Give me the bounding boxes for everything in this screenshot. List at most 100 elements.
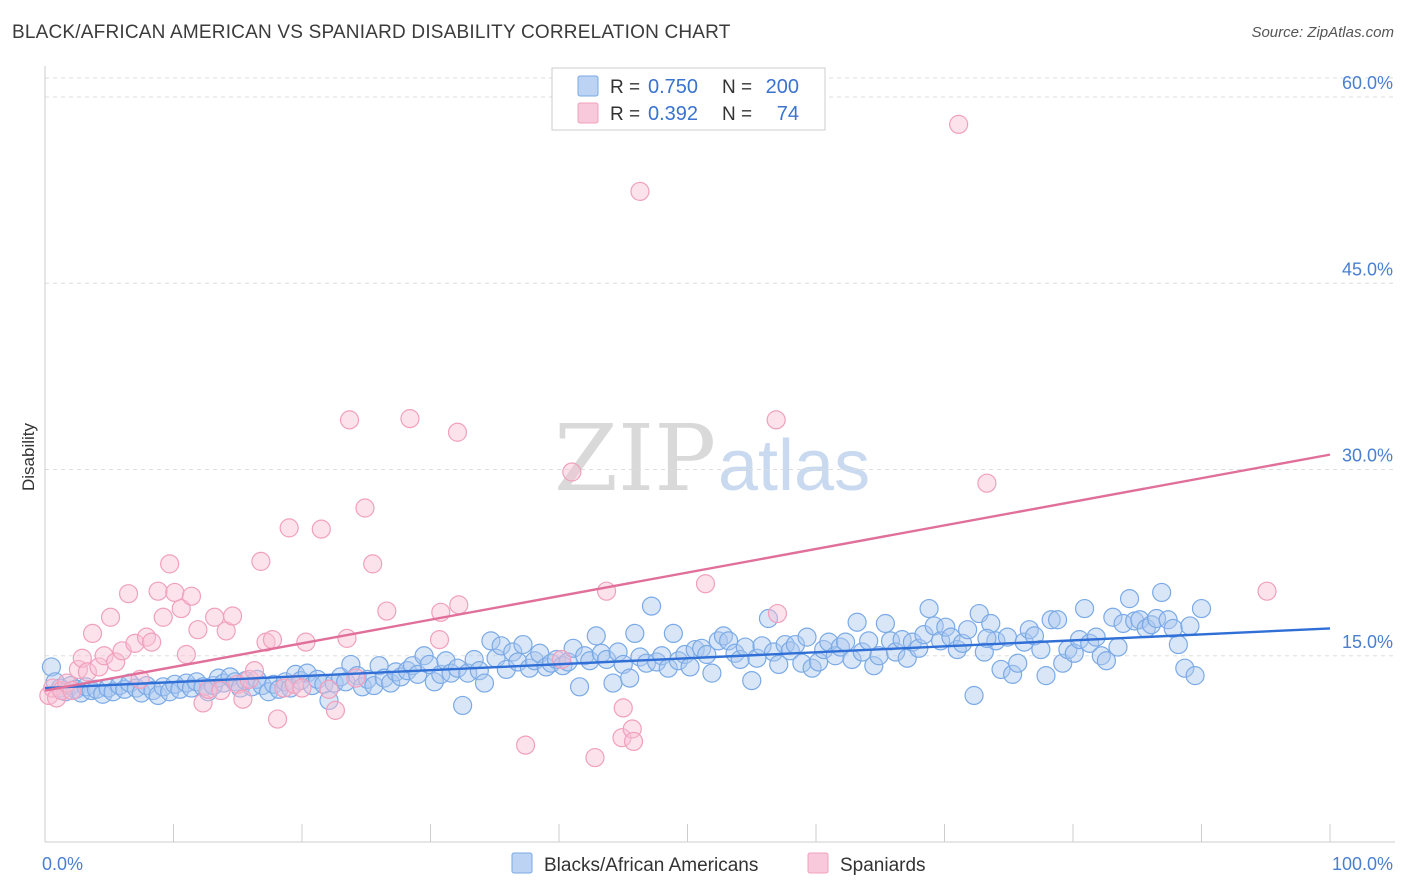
point-spaniards xyxy=(695,574,716,594)
point-blacks xyxy=(1152,582,1172,603)
point-spaniards xyxy=(165,582,185,603)
point-spaniards xyxy=(160,554,180,574)
point-spaniards xyxy=(153,607,173,627)
point-blacks xyxy=(1003,664,1023,684)
point-spaniards xyxy=(767,603,788,624)
point-blacks xyxy=(1168,634,1188,655)
x-tick-label-end: 100.0% xyxy=(1332,854,1393,874)
legend-r-value-1: 0.750 xyxy=(648,76,698,98)
y-axis-label: Disability xyxy=(19,422,38,491)
point-blacks xyxy=(769,654,789,675)
point-blacks xyxy=(1047,610,1068,630)
point-spaniards xyxy=(355,498,375,518)
point-blacks xyxy=(1036,666,1056,686)
point-blacks xyxy=(641,596,662,616)
legend-r-label-1: R = xyxy=(610,77,640,98)
point-spaniards xyxy=(267,709,288,729)
y-tick-label: 60.0% xyxy=(1342,73,1393,93)
point-blacks xyxy=(364,675,384,696)
point-spaniards xyxy=(223,606,243,626)
legend-n-label-2: N = xyxy=(722,104,752,125)
point-blacks xyxy=(536,657,556,677)
point-blacks xyxy=(936,617,956,637)
point-spaniards xyxy=(325,700,346,720)
point-blacks xyxy=(1096,651,1117,671)
point-blacks xyxy=(663,623,683,644)
point-spaniards xyxy=(125,633,145,653)
point-blacks xyxy=(875,613,895,634)
point-spaniards xyxy=(279,518,299,538)
watermark-atlas: atlas xyxy=(718,426,870,506)
source-credit: Source: ZipAtlas.com xyxy=(1251,24,1394,41)
trend-line-spaniards xyxy=(44,453,1331,692)
point-blacks xyxy=(297,663,317,683)
point-blacks xyxy=(580,651,600,671)
point-spaniards xyxy=(176,644,196,665)
point-spaniards xyxy=(449,595,469,615)
point-blacks xyxy=(792,653,812,673)
point-blacks xyxy=(625,623,645,644)
legend-r-label-2: R = xyxy=(610,104,640,125)
point-spaniards xyxy=(211,680,231,701)
point-spaniards xyxy=(562,462,582,482)
watermark: ZIP atlas xyxy=(554,405,870,512)
point-blacks xyxy=(981,613,1001,634)
point-blacks xyxy=(474,673,495,693)
point-spaniards xyxy=(551,649,572,670)
point-spaniards xyxy=(515,735,536,755)
point-blacks xyxy=(469,661,489,681)
gridlines xyxy=(45,77,1395,657)
legend-swatch-pink xyxy=(577,102,599,124)
legend-n-value-1: 200 xyxy=(766,76,799,98)
point-blacks xyxy=(847,612,867,632)
legend-bottom-swatch-pink xyxy=(807,852,829,874)
point-spaniards xyxy=(400,409,420,429)
point-blacks xyxy=(503,642,523,662)
point-blacks xyxy=(1103,607,1123,627)
point-blacks xyxy=(1191,598,1212,619)
point-spaniards xyxy=(429,630,450,650)
point-spaniards xyxy=(77,662,98,682)
point-spaniards xyxy=(233,689,253,709)
y-tick-label: 45.0% xyxy=(1342,259,1393,279)
legend-r-value-2: 0.392 xyxy=(648,103,698,125)
point-spaniards xyxy=(596,581,617,601)
point-blacks xyxy=(991,659,1011,680)
point-spaniards xyxy=(623,731,644,752)
point-blacks xyxy=(1031,639,1051,660)
y-tick-label: 30.0% xyxy=(1342,446,1393,466)
y-tick-labels: 15.0% 30.0% 45.0% 60.0% xyxy=(1342,73,1393,652)
trend-line-blacks xyxy=(44,627,1331,690)
point-spaniards xyxy=(148,581,168,601)
point-spaniards xyxy=(171,598,191,619)
point-blacks xyxy=(1180,616,1200,636)
point-spaniards xyxy=(311,519,331,539)
point-blacks xyxy=(780,641,800,661)
point-spaniards xyxy=(82,623,103,644)
point-blacks xyxy=(797,627,817,647)
point-blacks xyxy=(481,631,501,651)
point-spaniards xyxy=(251,551,271,571)
point-spaniards xyxy=(977,473,997,493)
point-blacks xyxy=(1185,666,1205,686)
point-blacks xyxy=(496,659,516,680)
legend-swatch-blue xyxy=(577,75,599,97)
point-blacks xyxy=(835,632,856,652)
point-blacks xyxy=(563,638,583,658)
point-spaniards xyxy=(319,679,339,699)
point-blacks xyxy=(742,670,762,691)
point-spaniards xyxy=(346,668,366,688)
point-blacks xyxy=(763,642,784,662)
point-spaniards xyxy=(100,607,121,627)
point-blacks xyxy=(603,673,623,693)
point-blacks xyxy=(958,620,978,640)
point-spaniards xyxy=(339,410,360,430)
point-spaniards xyxy=(106,652,126,672)
legend-n-value-2: 74 xyxy=(777,103,799,125)
legend-bottom-label-pink: Spaniards xyxy=(840,855,926,876)
point-blacks xyxy=(719,631,739,651)
point-blacks xyxy=(697,644,717,665)
point-spaniards xyxy=(181,586,202,606)
legend-bottom-label-blue: Blacks/African Americans xyxy=(544,855,758,876)
point-blacks xyxy=(319,690,339,711)
